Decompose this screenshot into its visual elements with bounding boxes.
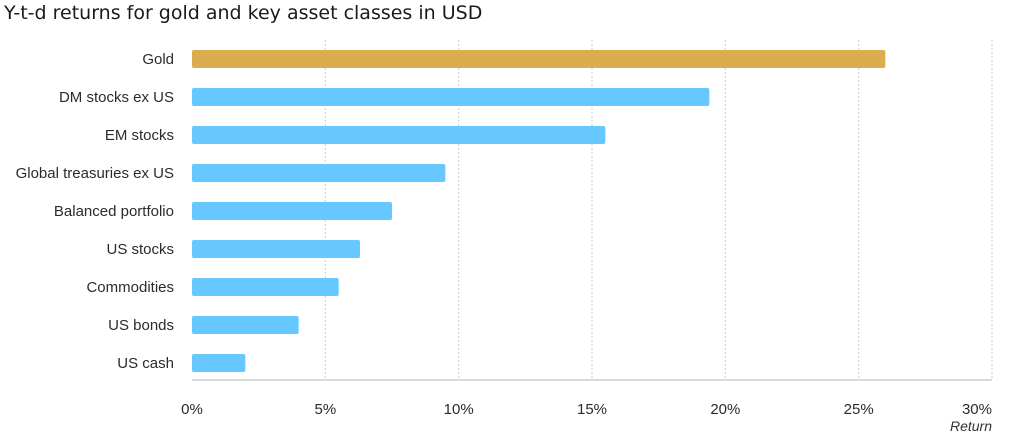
x-tick-label: 25%: [844, 401, 874, 418]
chart-title: Y-t-d returns for gold and key asset cla…: [4, 2, 483, 24]
bar-us-bonds: [192, 316, 299, 334]
category-label: DM stocks ex US: [59, 89, 174, 106]
x-tick-label: 10%: [444, 401, 474, 418]
x-tick-label: 0%: [181, 401, 203, 418]
category-label: EM stocks: [105, 127, 174, 144]
category-label: Global treasuries ex US: [16, 165, 174, 182]
category-label: Gold: [142, 51, 174, 68]
x-tick-label: 5%: [314, 401, 336, 418]
bars: [192, 50, 886, 372]
category-label: Balanced portfolio: [54, 203, 174, 220]
x-tick-labels: 0% 5% 10% 15% 20% 25% 30%: [181, 401, 992, 418]
category-labels: Gold DM stocks ex US EM stocks Global treas…: [16, 51, 174, 372]
category-label: US bonds: [108, 317, 174, 334]
bar-global-treasuries-ex-us: [192, 164, 446, 182]
category-label: US stocks: [106, 241, 174, 258]
x-tick-label: 15%: [577, 401, 607, 418]
bar-balanced-portfolio: [192, 202, 392, 220]
bar-dm-stocks-ex-us: [192, 88, 710, 106]
bar-em-stocks: [192, 126, 606, 144]
bar-us-cash: [192, 354, 246, 372]
x-axis-title: Return: [950, 418, 992, 434]
x-tick-label: 30%: [962, 401, 992, 418]
x-tick-label: 20%: [710, 401, 740, 418]
bar-gold: [192, 50, 886, 68]
category-label: Commodities: [86, 279, 174, 296]
bar-us-stocks: [192, 240, 360, 258]
bar-commodities: [192, 278, 339, 296]
category-label: US cash: [117, 355, 174, 372]
